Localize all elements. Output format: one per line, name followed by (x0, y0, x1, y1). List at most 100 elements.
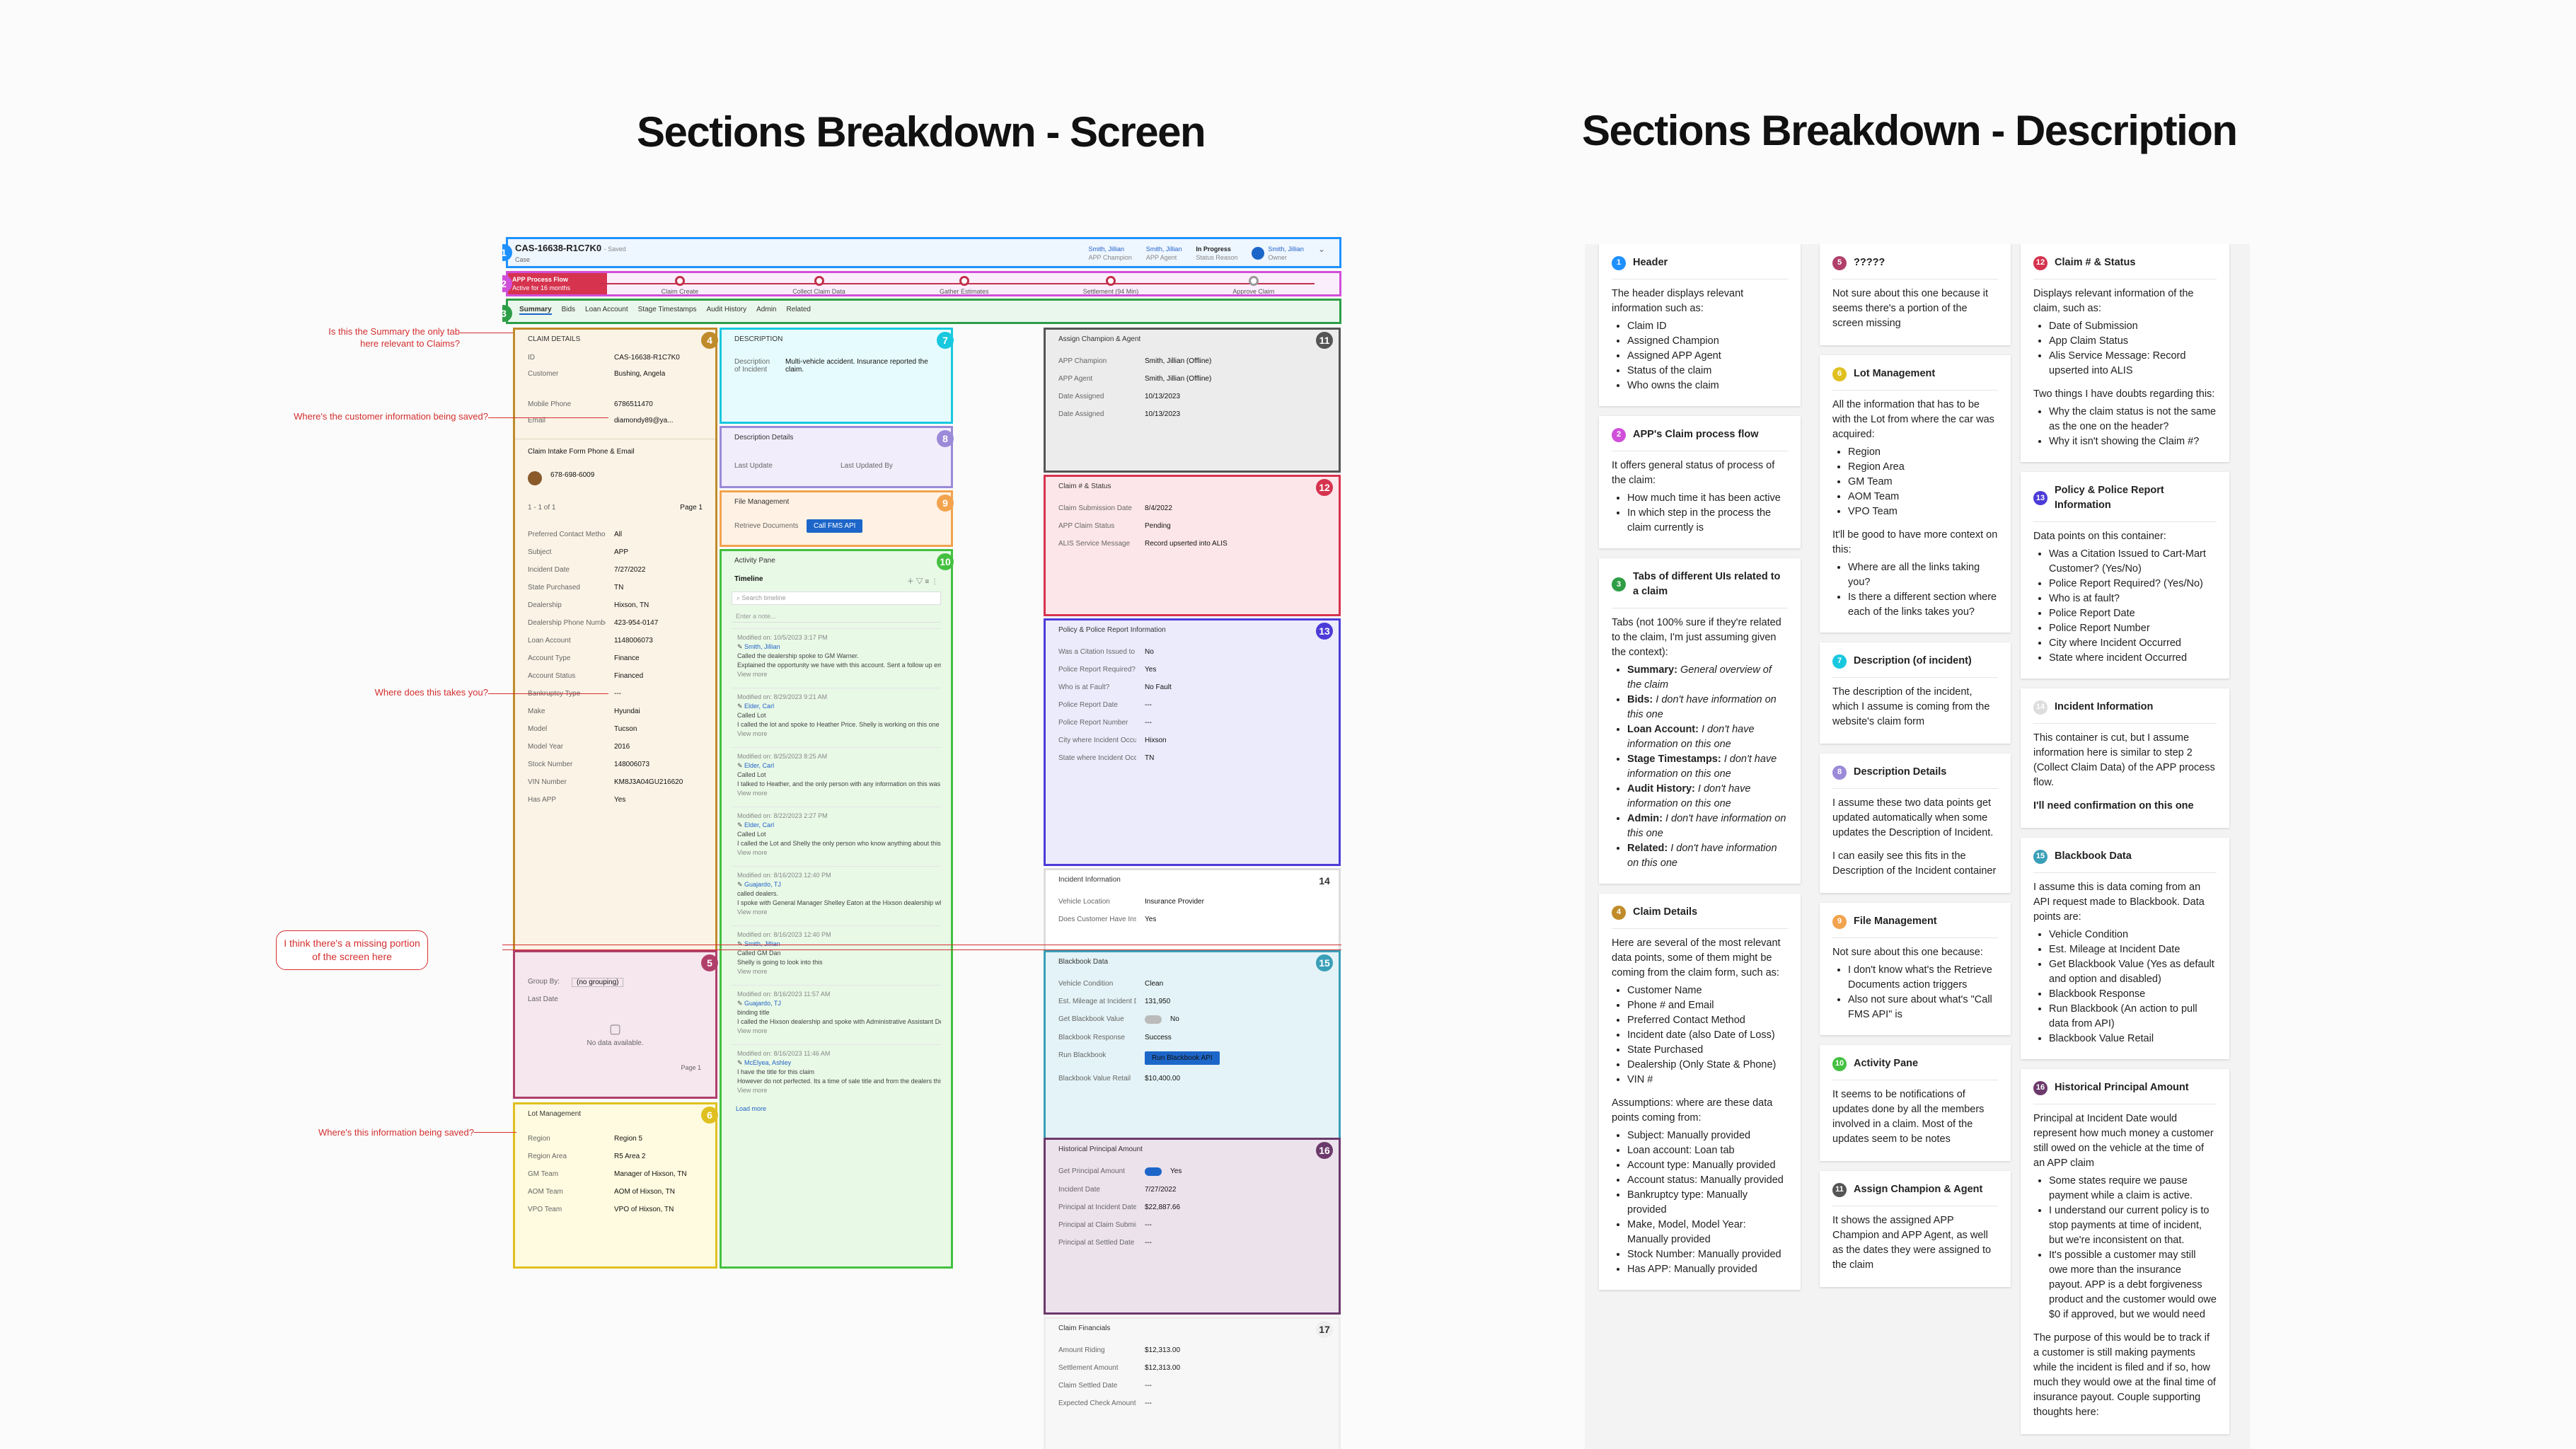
card-text: I assume these two data points get updat… (1832, 797, 1994, 838)
annotation-customer: Where's the customer information being s… (294, 411, 488, 422)
description-card: 10 Activity Pane It seems to be notificati… (1820, 1045, 2011, 1161)
call-fms-button[interactable]: Call FMS API (807, 519, 863, 533)
card-list: Was a Citation Issued to Cart-Mart Custo… (2033, 547, 2217, 666)
section-incident: Incident Information Vehicle Location Ins… (1044, 868, 1341, 954)
entry-title: Called Lot (737, 771, 766, 778)
claim-details-title: CLAIM DETAILS (528, 335, 581, 343)
field-value[interactable]: R5 Area 2 (614, 1153, 646, 1160)
field-row: APP Agent Smith, Jillian (Offline) (1046, 370, 1339, 388)
section-description-details: Description Details Last Update Last Upda… (720, 426, 953, 488)
timeline-entry[interactable]: Modified on: 8/16/2023 12:40 PM ✎ Smith, … (732, 925, 941, 981)
view-more-link[interactable]: View more (737, 1027, 768, 1034)
section-police: Policy & Police Report Information Was a… (1044, 618, 1341, 866)
card-header: 8 Description Details (1832, 765, 1998, 789)
desc-details-fields: Last Update Last Updated By (734, 462, 893, 470)
tab-loan-account[interactable]: Loan Account (585, 306, 628, 313)
view-more-link[interactable]: View more (737, 790, 768, 797)
timeline-actions-icon[interactable]: ＋ ▽ ≡ ⋮ (906, 578, 938, 586)
view-more-link[interactable]: View more (737, 849, 768, 856)
timeline-entry[interactable]: Modified on: 8/16/2023 11:46 AM ✎ McElyea… (732, 1044, 941, 1099)
view-more-link[interactable]: View more (737, 730, 768, 737)
card-list-item: I don't know what's the Retrieve Documen… (1848, 963, 1998, 993)
view-more-link[interactable]: View more (737, 968, 768, 975)
field-label: Incident Date (528, 566, 570, 574)
field-value[interactable]: Region 5 (614, 1135, 643, 1143)
field-value[interactable]: 1148006073 (614, 637, 653, 645)
field-value: --- (1145, 1382, 1152, 1390)
marker-17: 17 (1316, 1321, 1333, 1338)
process-badge[interactable]: APP Process Flow Active for 16 months (508, 273, 607, 294)
owner-name[interactable]: Smith, Jillian (1268, 246, 1304, 253)
timeline-entry[interactable]: Modified on: 8/16/2023 11:57 AM ✎ Guajard… (732, 985, 941, 1040)
step-4[interactable]: Settlement (94 Min) (1083, 276, 1138, 294)
entry-title: Called Lot (737, 831, 766, 838)
note-input[interactable]: Enter a note... (732, 611, 941, 623)
toggle-switch[interactable] (1145, 1015, 1162, 1024)
field-value[interactable]: Pending (1145, 522, 1171, 530)
load-more[interactable]: Load more (736, 1105, 767, 1112)
card-list-2: Subject: Manually providedLoan account: … (1612, 1128, 1788, 1277)
view-more-link[interactable]: View more (737, 908, 768, 916)
view-more-link[interactable]: View more (737, 671, 768, 678)
view-more-link[interactable]: View more (737, 1087, 768, 1094)
field-row: Settlement Amount $12,313.00 (1046, 1359, 1339, 1377)
toggle-switch[interactable] (1145, 1167, 1162, 1176)
field-value[interactable]: Hixson, TN (614, 601, 649, 609)
agent-role: APP Agent (1145, 254, 1177, 261)
run-blackbook-button[interactable]: Run Blackbook API (1145, 1051, 1220, 1065)
card-list-item: Related: I don't have information on thi… (1627, 841, 1788, 871)
agent-name[interactable]: Smith, Jillian (1145, 246, 1182, 253)
tab-stage-timestamps[interactable]: Stage Timestamps (637, 306, 697, 313)
card-text-2: I can easily see this fits in the Descri… (1832, 850, 1997, 877)
card-number-badge: 5 (1832, 255, 1847, 270)
card-list-item: Status of the claim (1627, 364, 1788, 379)
entry-title: called dealers. (737, 890, 779, 897)
group-by[interactable]: Group By: (no grouping) (515, 974, 715, 991)
field-value[interactable]: VPO of Hixson, TN (614, 1206, 674, 1213)
timeline-entry[interactable]: Modified on: 8/16/2023 12:40 PM ✎ Guajard… (732, 866, 941, 921)
chevron-down-icon[interactable]: ⌄ (1317, 244, 1325, 254)
timeline-entry[interactable]: Modified on: 8/22/2023 2:27 PM ✎ Elder, C… (732, 807, 941, 862)
field-row: State where Incident Occurred TN (1046, 749, 1339, 767)
missing-portion-line (502, 945, 1341, 950)
field-customer[interactable]: Customer Bushing, Angela (528, 370, 666, 378)
field-value[interactable]: Smith, Jillian (Offline) (1145, 375, 1212, 383)
field-label: Est. Mileage at Incident Date (1058, 998, 1136, 1005)
timeline-entry[interactable]: Modified on: 8/29/2023 9:21 AM ✎ Elder, C… (732, 688, 941, 743)
step-3[interactable]: Gather Estimates (940, 276, 989, 294)
champion-name[interactable]: Smith, Jillian (1088, 246, 1124, 253)
tab-admin[interactable]: Admin (756, 306, 777, 313)
card-list-item: Has APP: Manually provided (1627, 1262, 1788, 1277)
step-5[interactable]: Approve Claim (1232, 276, 1274, 294)
section-header: CAS-16638-R1C7K0 - Saved Case Smith, Jil… (506, 237, 1341, 268)
tab-audit-history[interactable]: Audit History (706, 306, 747, 313)
field-row: Police Report Date --- (1046, 696, 1339, 714)
search-icon: ⌕ (737, 594, 742, 601)
description-card: 8 Description Details I assume these two d… (1820, 754, 2011, 893)
step-1[interactable]: Claim Create (662, 276, 698, 294)
process-name: APP Process Flow (512, 276, 568, 283)
timeline-entry[interactable]: Modified on: 8/25/2023 8:25 AM ✎ Elder, C… (732, 747, 941, 802)
card-list-item: Preferred Contact Method (1627, 1013, 1788, 1028)
field-value: Tucson (614, 725, 637, 733)
field-label: Get Principal Amount (1058, 1167, 1125, 1175)
field-value[interactable]: Smith, Jillian (Offline) (1145, 357, 1212, 365)
tab-bids[interactable]: Bids (561, 306, 576, 313)
field-email: Email diamondy89@ya... (528, 417, 674, 425)
step-2[interactable]: Collect Claim Data (792, 276, 845, 294)
retrieve-documents[interactable]: Retrieve Documents (734, 522, 798, 530)
field-value: Financed (614, 672, 644, 680)
card-number-badge: 9 (1832, 914, 1847, 929)
field-row: Does Customer Have Insurance? Yes (1046, 911, 1339, 928)
field-value[interactable]: AOM of Hixson, TN (614, 1188, 675, 1196)
timeline-entry[interactable]: Modified on: 10/5/2023 3:17 PM ✎ Smith, J… (732, 628, 941, 683)
card-intro-2: Two things I have doubts regarding this: (2033, 388, 2215, 400)
field-id: ID CAS-16638-R1C7K0 (528, 354, 680, 362)
description-card: 15 Blackbook Data I assume this is data co… (2021, 838, 2229, 1059)
field-value[interactable]: Manager of Hixson, TN (614, 1170, 687, 1178)
section-claim-status: Claim # & Status Claim Submission Date 8/… (1044, 475, 1341, 616)
timeline-search[interactable]: ⌕ Search timeline (732, 591, 941, 605)
tab-summary[interactable]: Summary (519, 306, 552, 315)
tab-related[interactable]: Related (786, 306, 811, 313)
field-value: All (614, 531, 623, 538)
